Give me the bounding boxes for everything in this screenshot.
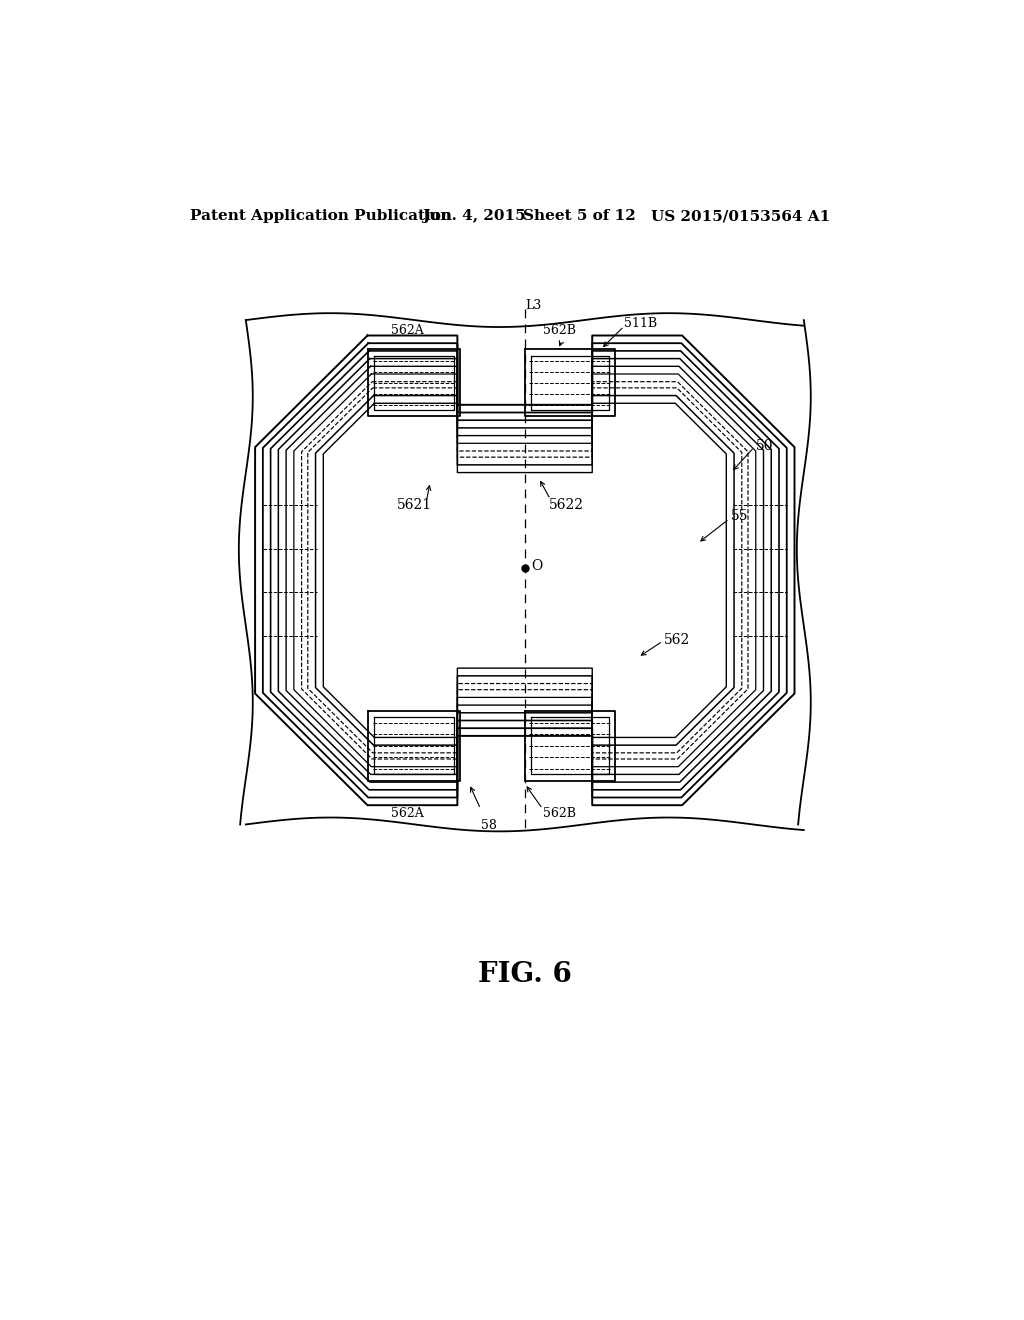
Text: US 2015/0153564 A1: US 2015/0153564 A1 (651, 209, 830, 223)
Text: O: O (531, 560, 543, 573)
Text: 562A: 562A (390, 807, 423, 820)
Text: Sheet 5 of 12: Sheet 5 of 12 (523, 209, 636, 223)
Text: 55: 55 (731, 510, 749, 524)
Text: FIG. 6: FIG. 6 (478, 961, 571, 989)
Text: 58: 58 (481, 818, 497, 832)
Text: L3: L3 (524, 300, 541, 313)
Text: 562A: 562A (390, 323, 423, 337)
Text: 562B: 562B (543, 323, 575, 337)
Text: 5622: 5622 (549, 498, 584, 512)
Text: 511B: 511B (624, 317, 657, 330)
Text: 50: 50 (756, 438, 773, 453)
Text: 562B: 562B (543, 807, 575, 820)
Text: Patent Application Publication: Patent Application Publication (190, 209, 452, 223)
Text: 562: 562 (665, 632, 690, 647)
Text: 5621: 5621 (397, 498, 432, 512)
Text: Jun. 4, 2015: Jun. 4, 2015 (423, 209, 526, 223)
